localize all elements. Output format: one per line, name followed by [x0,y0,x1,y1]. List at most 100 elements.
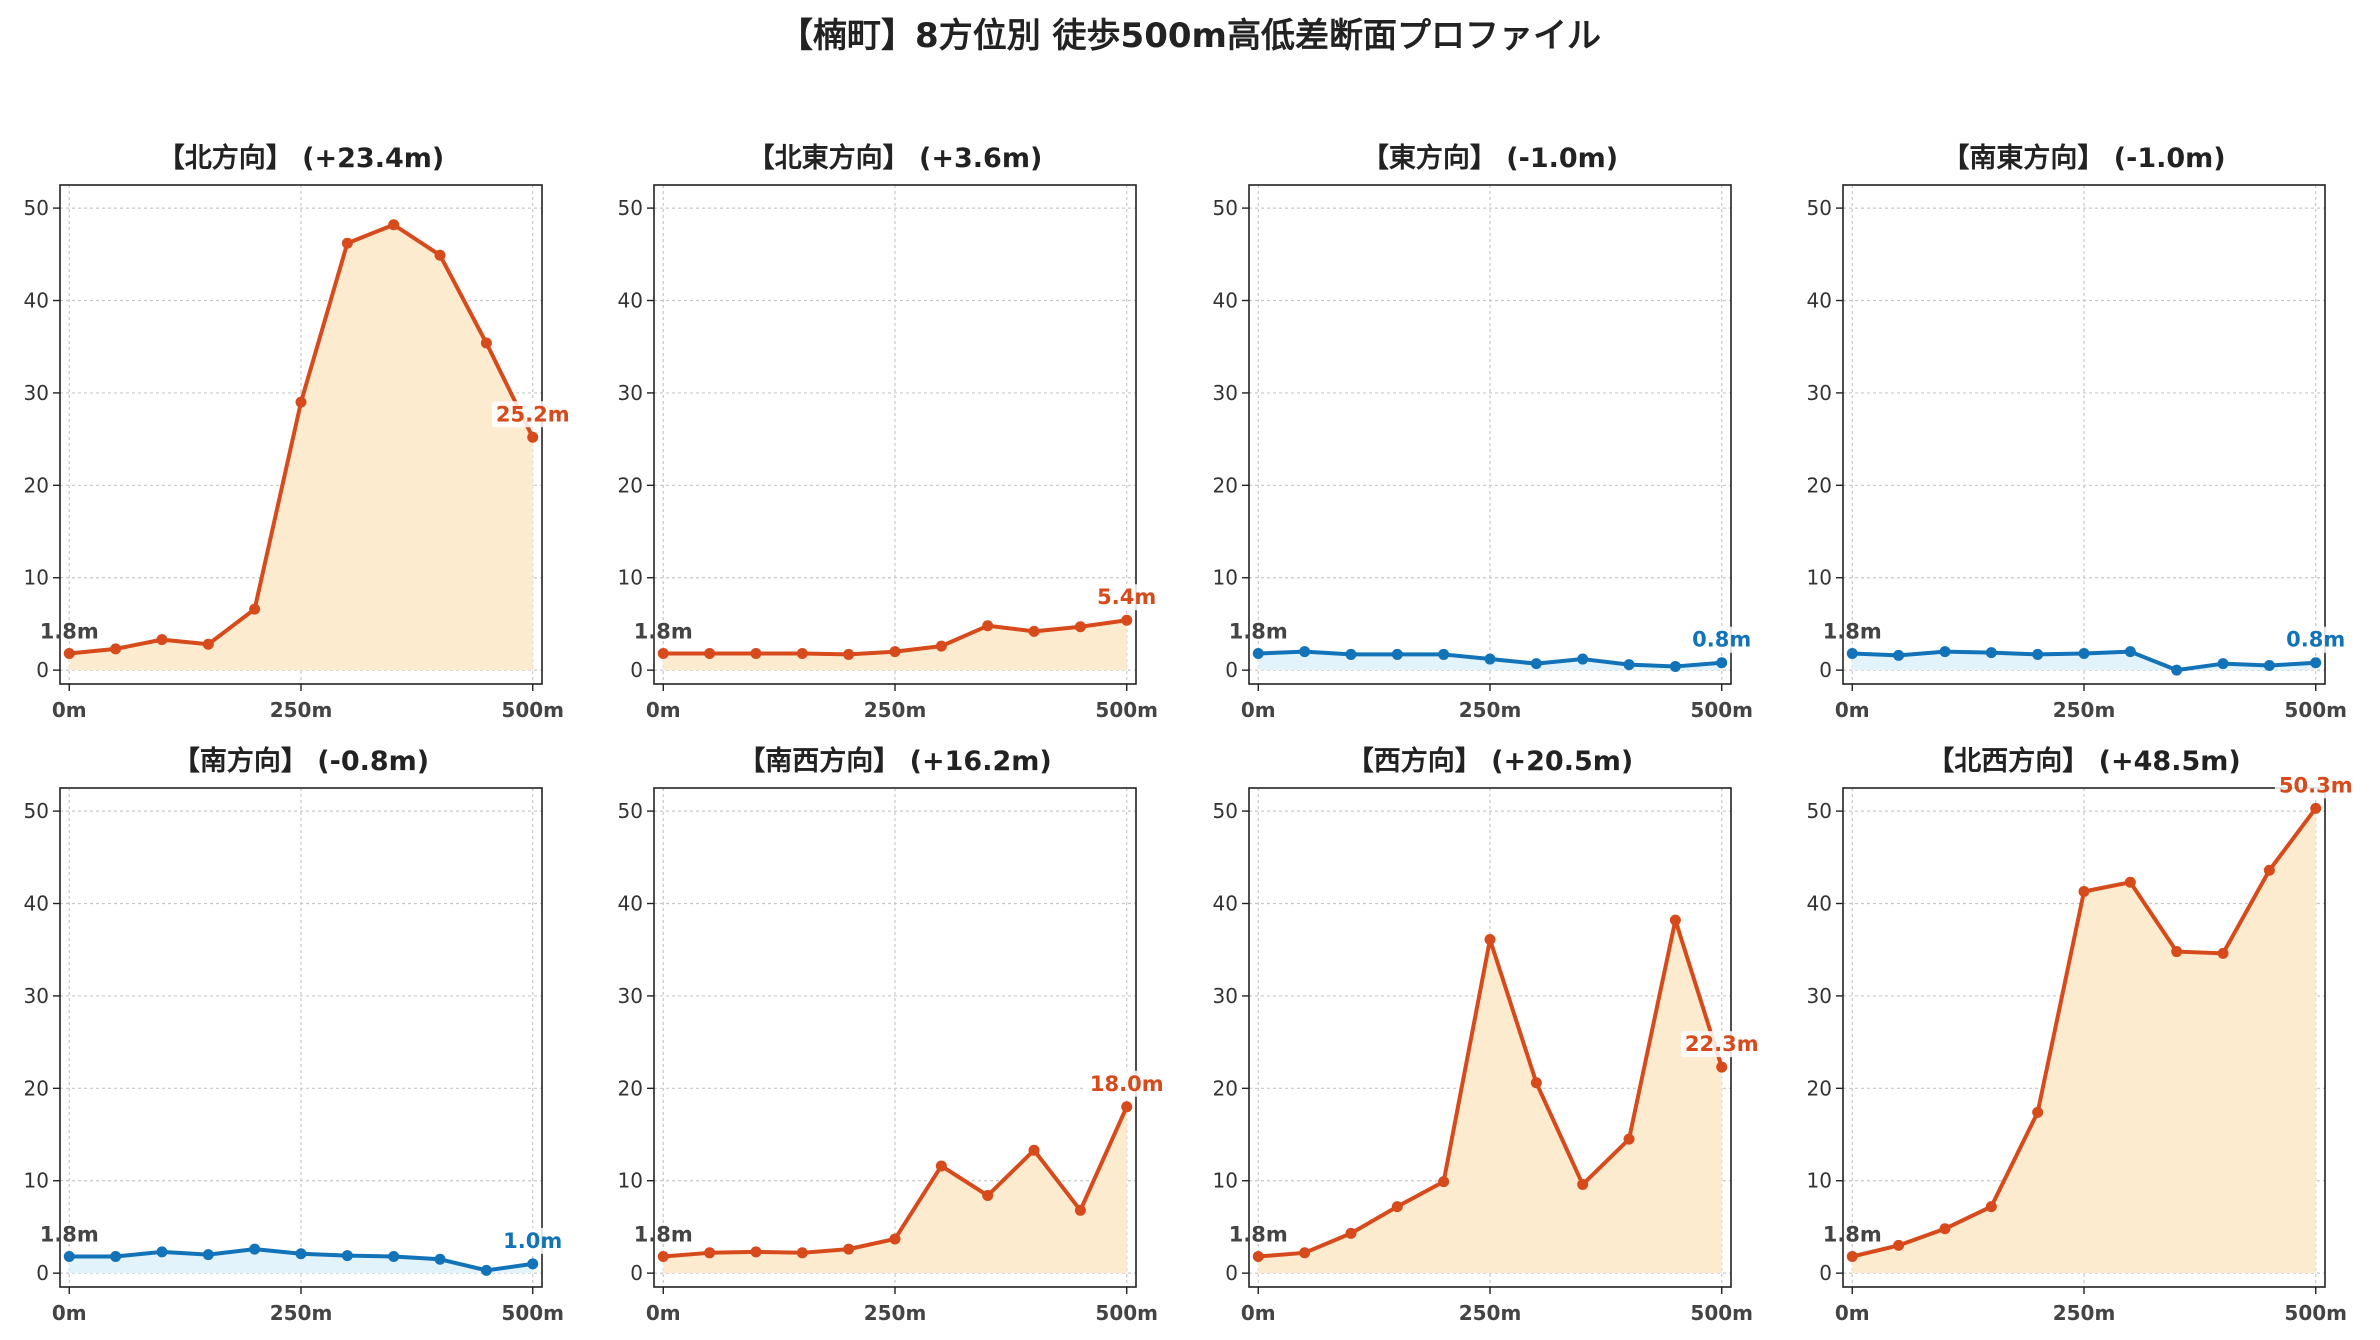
data-point [341,1250,353,1262]
data-point [1939,1223,1951,1235]
end-label-bg [1085,1070,1168,1097]
data-point [2032,1106,2044,1118]
data-point [249,1243,261,1255]
y-tick-label: 30 [1213,381,1238,405]
panel-title: 【東方向】 (-1.0m) [1362,142,1618,174]
y-tick-label: 30 [24,984,49,1008]
y-tick-label: 10 [1213,566,1238,590]
y-tick-label: 0 [36,658,49,682]
y-tick-label: 40 [618,892,643,916]
x-tick-label: 500m [1095,1301,1158,1325]
y-tick-label: 0 [630,658,643,682]
data-point [202,638,214,650]
area-fill [663,620,1127,671]
data-point [1438,648,1450,660]
x-tick-label: 250m [864,1301,927,1325]
data-point [1939,646,1951,658]
data-point [1299,1247,1311,1259]
y-tick-label: 20 [24,1076,49,1100]
data-point [982,1190,994,1202]
area-fill [663,1106,1127,1274]
data-point [156,1246,168,1258]
data-point [156,634,168,646]
y-tick-label: 50 [1213,799,1238,823]
data-point [750,1246,762,1258]
x-tick-label: 500m [1690,1301,1753,1325]
data-point [1299,646,1311,658]
x-tick-label: 500m [501,698,564,722]
data-point [935,640,947,652]
panel-title: 【南東方向】 (-1.0m) [1942,142,2225,174]
x-tick-label: 0m [1835,698,1870,722]
data-point [889,646,901,658]
end-label: 25.2m [496,402,570,426]
data-point [1669,914,1681,926]
data-point [1391,1201,1403,1213]
y-tick-label: 50 [618,799,643,823]
data-point [1623,1133,1635,1145]
data-point [295,1248,307,1260]
panel-title: 【南方向】 (-0.8m) [173,745,429,777]
start-label: 1.8m [1229,620,1288,644]
data-point [527,1258,539,1270]
data-point [1893,649,1905,661]
end-label: 50.3m [2279,773,2353,797]
y-tick-label: 20 [1807,473,1832,497]
y-tick-label: 0 [1819,1261,1832,1285]
data-point [1121,614,1133,626]
y-tick-label: 40 [618,289,643,313]
y-tick-label: 30 [1807,381,1832,405]
y-tick-label: 30 [1213,984,1238,1008]
end-label: 22.3m [1685,1032,1759,1056]
data-point [2171,664,2183,676]
data-point [1577,1178,1589,1190]
y-tick-label: 30 [618,984,643,1008]
x-tick-label: 0m [1241,1301,1276,1325]
y-tick-label: 50 [24,196,49,220]
data-point [527,431,539,443]
x-tick-label: 250m [2053,698,2116,722]
data-point [1893,1239,1905,1251]
data-point [657,648,669,660]
data-point [2171,946,2183,958]
y-tick-label: 40 [1807,892,1832,916]
data-point [63,1251,75,1263]
data-point [110,1251,122,1263]
y-tick-label: 50 [1807,196,1832,220]
data-point [1846,648,1858,660]
y-tick-label: 20 [1213,473,1238,497]
data-point [1345,648,1357,660]
y-tick-label: 50 [618,196,643,220]
data-point [2078,648,2090,660]
data-point [388,219,400,231]
y-tick-label: 0 [1225,1261,1238,1285]
data-point [1345,1227,1357,1239]
data-point [249,603,261,615]
data-point [1985,647,1997,659]
data-point [1716,657,1728,669]
y-tick-label: 40 [1807,289,1832,313]
data-point [843,648,855,660]
data-point [341,237,353,249]
y-tick-label: 30 [618,381,643,405]
data-point [1252,648,1264,660]
data-point [1623,659,1635,671]
data-point [1028,625,1040,637]
data-point [1391,648,1403,660]
y-tick-label: 10 [24,1169,49,1193]
data-point [1252,1251,1264,1263]
data-point [657,1251,669,1263]
area-fill [1852,651,2316,671]
start-label: 1.8m [40,1223,99,1247]
data-point [1438,1176,1450,1188]
data-point [2217,658,2229,670]
data-point [1577,653,1589,665]
data-point [434,249,446,261]
